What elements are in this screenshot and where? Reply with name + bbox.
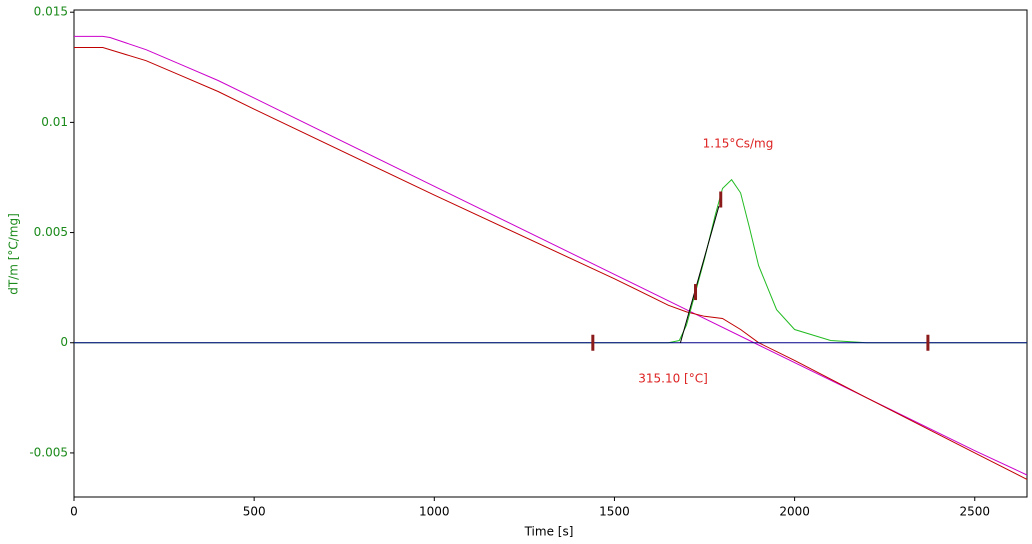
y-tick-label: -0.005 bbox=[29, 445, 68, 459]
x-tick-label: 0 bbox=[70, 505, 78, 519]
x-tick-label: 2500 bbox=[959, 505, 990, 519]
marker bbox=[719, 191, 723, 208]
plot-frame bbox=[73, 9, 1028, 498]
x-axis-label: Time [s] bbox=[524, 525, 574, 539]
series-line bbox=[74, 47, 1028, 480]
x-tick-label: 2000 bbox=[779, 505, 810, 519]
y-tick-label: 0 bbox=[60, 335, 68, 349]
series-line bbox=[679, 205, 720, 343]
marker bbox=[591, 334, 595, 351]
y-tick-label: 0.01 bbox=[41, 115, 68, 129]
annotation: 315.10 [°C] bbox=[638, 372, 708, 386]
y-tick-label: 0.005 bbox=[34, 225, 68, 239]
x-tick-label: 500 bbox=[243, 505, 266, 519]
y-axis-label: dT/m [°C/mg] bbox=[7, 213, 21, 295]
annotation: 1.15°Cs/mg bbox=[703, 137, 774, 151]
x-tick-label: 1000 bbox=[419, 505, 450, 519]
marker bbox=[926, 334, 930, 351]
series-line bbox=[74, 178, 1027, 344]
x-tick-label: 1500 bbox=[599, 505, 630, 519]
marker bbox=[694, 284, 698, 301]
series-line bbox=[74, 35, 1028, 476]
y-tick-label: 0.015 bbox=[34, 5, 68, 19]
